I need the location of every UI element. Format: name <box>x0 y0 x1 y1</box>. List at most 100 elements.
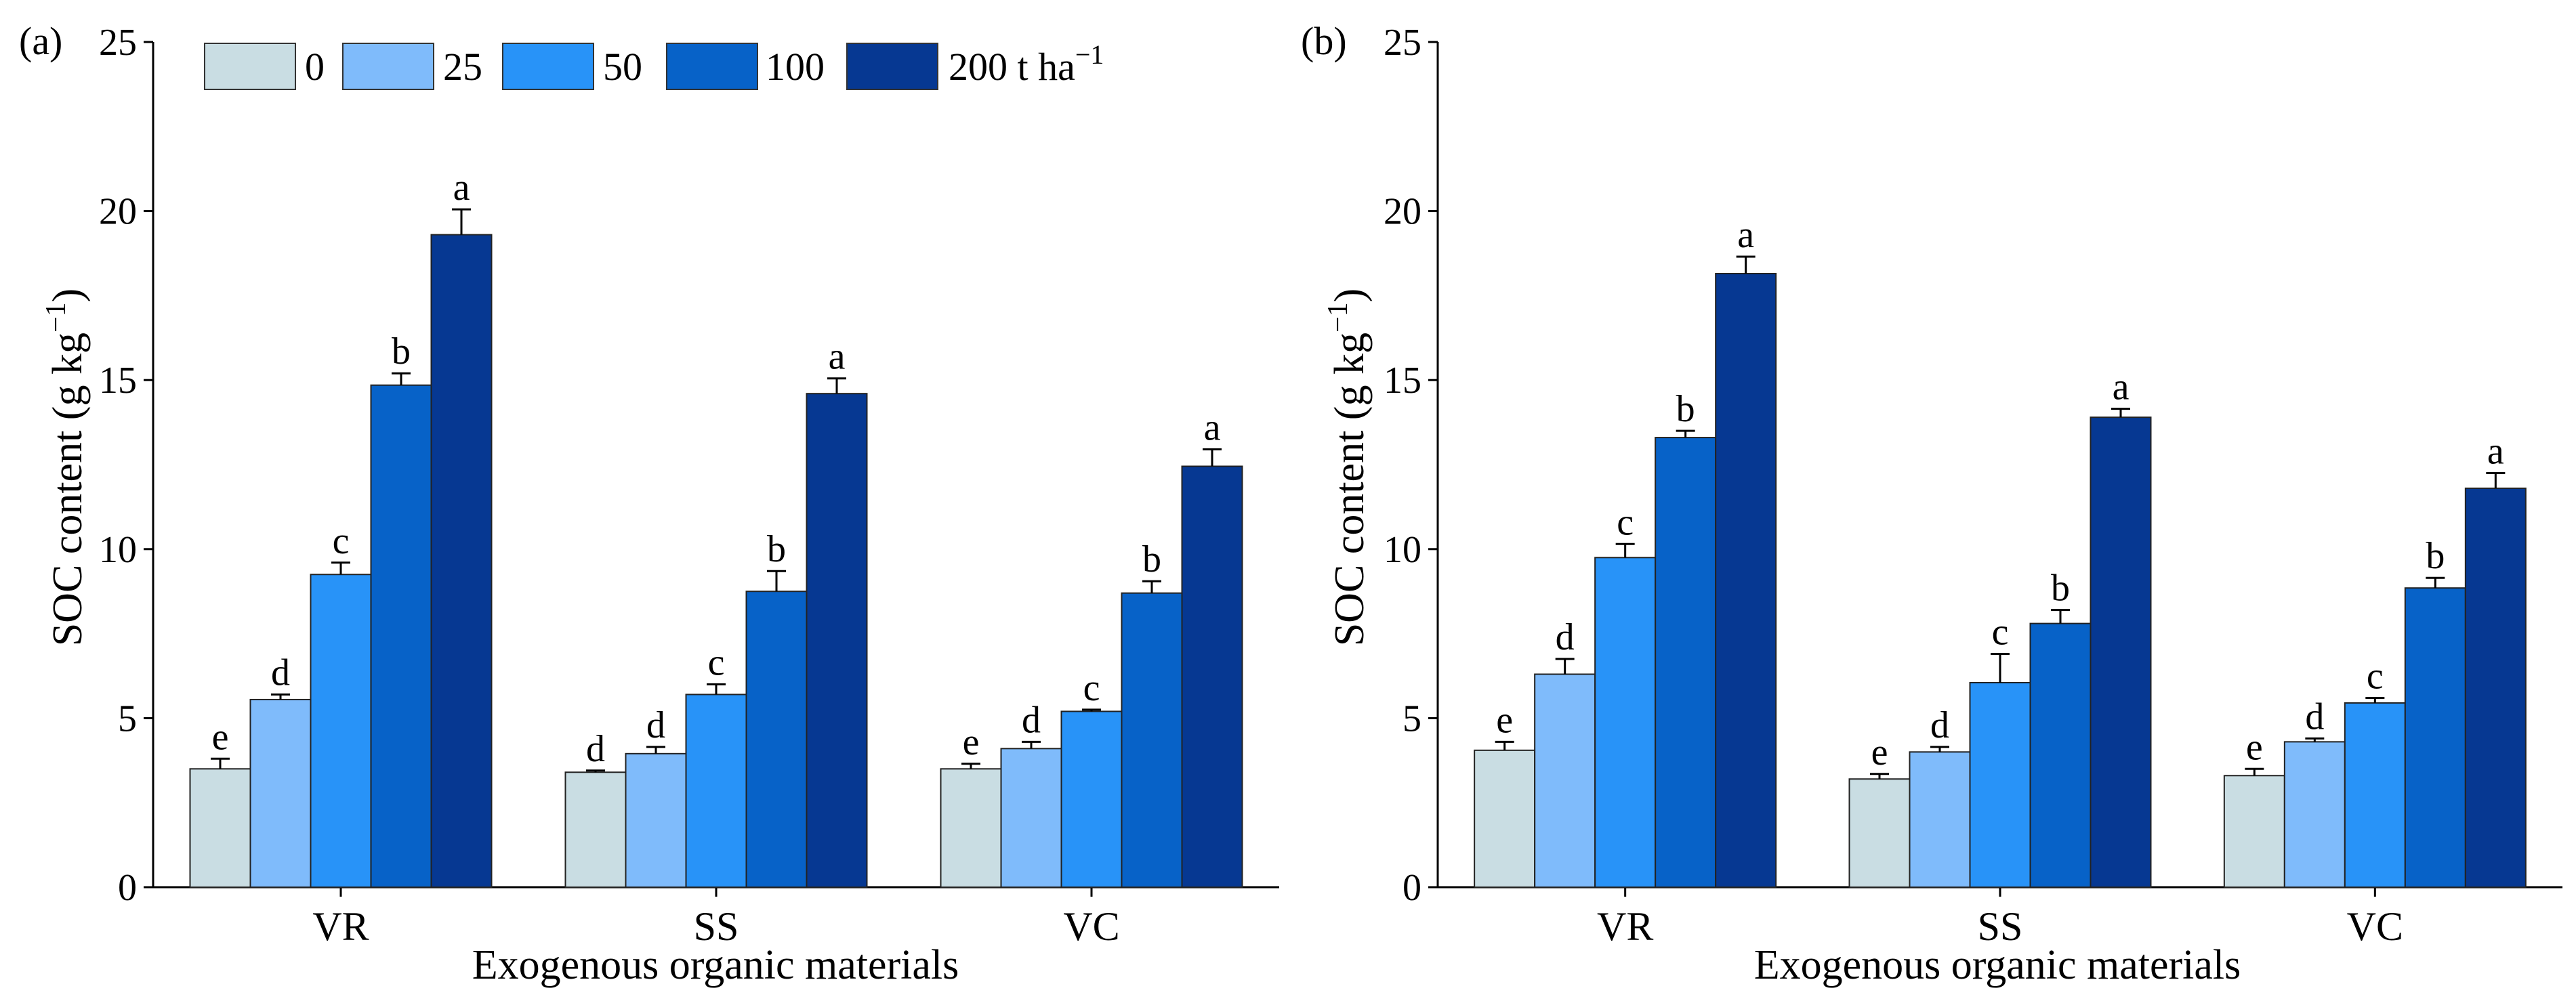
panel-a-y-tick-label: 0 <box>118 867 137 909</box>
panel-b-bar <box>1474 749 1536 888</box>
panel-a-y-axis-title-sup: −1 <box>41 302 72 333</box>
panel-b-bar <box>2029 622 2092 889</box>
panel-b-bar <box>1534 673 1596 889</box>
panel-b-label: (b) <box>1301 19 1347 63</box>
panel-a-bar <box>189 768 251 889</box>
panel-b-y-axis-title: SOC content (g kg−1) <box>1323 289 1373 647</box>
panel-a-bar <box>940 768 1002 889</box>
panel-a-label: (a) <box>19 19 62 63</box>
panel-b-category-label: VR <box>1597 904 1653 949</box>
legend-label-4-main: 200 t ha <box>949 45 1075 89</box>
panel-b-significance-letter: e <box>2246 726 2263 768</box>
legend-label-4: 200 t ha−1 <box>949 39 1104 89</box>
legend-swatch-3 <box>666 43 758 90</box>
panel-b-y-tick-label: 5 <box>1403 698 1421 740</box>
panel-b-category-label: VC <box>2347 904 2403 949</box>
panel-b-bar <box>2223 775 2285 889</box>
panel-a-bar <box>1121 592 1183 888</box>
panel-a-bar <box>625 752 687 889</box>
panel-a-significance-letter: a <box>453 167 470 209</box>
panel-a-bar <box>430 234 493 888</box>
legend-label-1: 25 <box>443 45 482 89</box>
legend-swatch-0 <box>204 43 296 90</box>
legend-label-3: 100 <box>766 45 825 89</box>
panel-b-y-tick-label: 15 <box>1384 360 1421 402</box>
panel-b-bar <box>2283 741 2346 888</box>
panel-a-significance-letter: c <box>333 520 350 562</box>
panel-a-bar <box>310 574 372 888</box>
panel-a-significance-letter: d <box>271 652 290 693</box>
panel-b-bar <box>1715 272 1777 888</box>
panel-a-bar <box>1181 465 1243 888</box>
panel-b-significance-letter: c <box>1617 501 1634 543</box>
panel-b-x-axis-title: Exogenous organic materials <box>1754 942 2241 988</box>
panel-a-significance-letter: a <box>1204 407 1221 449</box>
panel-a-y-tick-label: 20 <box>99 191 137 233</box>
panel-b-bar <box>1594 557 1657 889</box>
panel-b-bar <box>2404 587 2466 888</box>
panel-a-y-axis-title-main: SOC content (g kg <box>45 333 91 646</box>
panel-b-y-axis-title-main: SOC content (g kg <box>1327 333 1373 646</box>
panel-a-y-tick-label: 5 <box>118 698 137 740</box>
panel-a-category-label: VR <box>312 904 369 949</box>
panel-b-significance-letter: a <box>2487 430 2504 472</box>
legend: 0 25 50 100 200 t ha−1 <box>204 39 1104 90</box>
panel-a-category-label: VC <box>1063 904 1119 949</box>
legend-label-4-sup: −1 <box>1075 39 1104 70</box>
legend-swatch-2 <box>502 43 594 90</box>
panel-b-significance-letter: d <box>1556 616 1575 658</box>
legend-swatch-1 <box>342 43 434 90</box>
panel-a-y-tick-label: 10 <box>99 529 137 571</box>
panel-a-bar <box>1000 748 1062 888</box>
panel-b-bar <box>1909 751 1971 888</box>
panel-a-bar <box>1060 710 1123 889</box>
panel-a-bar <box>685 693 747 889</box>
panel-b-significance-letter: e <box>1871 731 1888 773</box>
panel-b-category-label: SS <box>1978 904 2023 949</box>
panel-a-significance-letter: e <box>212 716 229 758</box>
panel-b-y-tick-label: 10 <box>1384 529 1421 571</box>
panel-b-significance-letter: d <box>2305 696 2324 738</box>
panel-a-significance-letter: c <box>708 641 725 683</box>
panel-b-bar <box>2464 487 2527 888</box>
panel-a-y-tick-label: 25 <box>99 22 137 64</box>
panel-b: (b) SOC content (g kg−1) Exogenous organ… <box>1301 19 2562 988</box>
panel-b-bar <box>2090 417 2152 888</box>
panel-a-significance-letter: d <box>1022 699 1041 741</box>
panel-b-bar <box>1969 681 2031 888</box>
panel-a-bar <box>370 384 432 888</box>
panel-a-significance-letter: b <box>392 330 411 372</box>
panel-a-bar <box>806 393 868 888</box>
panel-a-x-axis-title: Exogenous organic materials <box>472 942 959 988</box>
panel-b-y-axis-title-close: ) <box>1327 289 1373 303</box>
panel-a-significance-letter: a <box>829 336 846 378</box>
panel-b-significance-letter: a <box>2113 366 2130 408</box>
panel-b-significance-letter: e <box>1496 699 1513 741</box>
legend-label-0: 0 <box>305 45 325 89</box>
panel-b-bar <box>1655 437 1717 888</box>
panel-a-y-axis-title-close: ) <box>45 289 91 303</box>
panel-b-significance-letter: b <box>1676 388 1695 430</box>
panel-a-significance-letter: b <box>767 528 786 570</box>
panel-a-category-label: SS <box>694 904 739 949</box>
legend-swatch-4 <box>846 43 938 90</box>
panel-a: (a) SOC content (g kg−1) Exogenous organ… <box>19 19 1279 988</box>
panel-b-significance-letter: c <box>2367 655 2384 697</box>
panel-b-y-tick-label: 20 <box>1384 191 1421 233</box>
panel-a-y-tick-label: 15 <box>99 360 137 402</box>
panel-a-bar <box>745 591 808 888</box>
panel-a-significance-letter: e <box>963 721 980 763</box>
panel-b-significance-letter: b <box>2426 535 2445 577</box>
panel-b-significance-letter: b <box>2051 568 2070 610</box>
panel-a-significance-letter: b <box>1142 538 1161 580</box>
panel-b-bar <box>2344 702 2406 889</box>
panel-a-bar <box>564 771 627 888</box>
panel-a-y-axis-title: SOC content (g kg−1) <box>41 289 91 647</box>
panel-a-bar <box>249 698 312 888</box>
panel-a-significance-letter: c <box>1083 667 1100 709</box>
panel-b-significance-letter: a <box>1737 214 1754 256</box>
panel-b-y-tick-label: 25 <box>1384 22 1421 64</box>
panel-b-significance-letter: d <box>1930 704 1949 746</box>
panel-a-significance-letter: d <box>646 704 665 746</box>
